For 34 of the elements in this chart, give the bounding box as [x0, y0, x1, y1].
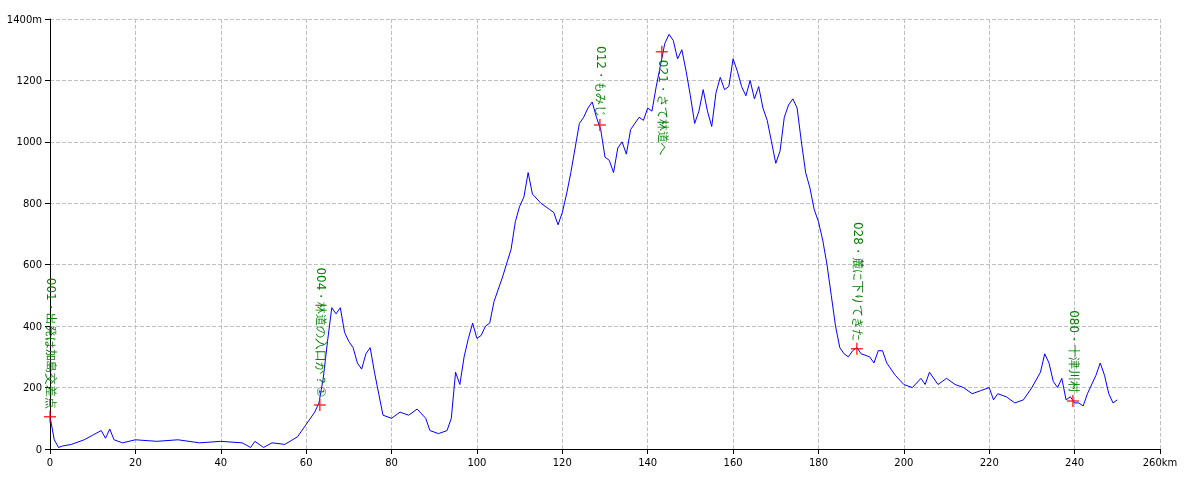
point — [313, 398, 327, 412]
x-tick-label: 40 — [214, 456, 228, 468]
annotation: 004・林道の入口か？① — [313, 267, 328, 398]
x-tick-label: 260km — [1142, 456, 1178, 468]
x-tick-label: 180 — [808, 456, 829, 468]
point — [1066, 394, 1080, 408]
y-tick-label: 600 — [22, 259, 42, 271]
point — [43, 410, 57, 424]
y-tick-label: 1200 — [16, 74, 42, 86]
annotation: 021・さて林道へ — [655, 59, 670, 155]
x-tick-label: 240 — [1065, 456, 1085, 468]
x-tick-label: 100 — [467, 456, 487, 468]
y-tick-label: 1400m — [6, 13, 42, 25]
x-tick-label: 80 — [385, 456, 398, 468]
y-tick-label: 0 — [35, 443, 42, 455]
y-tick-label: 800 — [22, 197, 42, 209]
annotation: 001・出発は加島交差点 — [44, 277, 58, 409]
x-tick-label: 120 — [552, 456, 572, 468]
x-tick-label: 220 — [979, 456, 999, 468]
y-tick-label: 200 — [22, 382, 42, 394]
x-tick-label: 60 — [299, 456, 313, 468]
y-tick-label: 400 — [22, 320, 42, 332]
point — [655, 45, 669, 59]
x-tick-label: 140 — [638, 456, 658, 468]
x-tick-label: 200 — [894, 456, 914, 468]
point — [850, 342, 864, 356]
annotation: 012・もみじ — [593, 46, 608, 117]
x-tick-label: 20 — [129, 456, 142, 468]
y-tick-label: 1000 — [16, 136, 42, 148]
point — [593, 118, 607, 132]
x-tick-label: 160 — [723, 456, 743, 468]
x-tick-label: 0 — [46, 456, 54, 468]
annotation: 028・麓に下りてきた — [850, 221, 865, 341]
annotation: 080・十津川村 — [1066, 310, 1081, 394]
